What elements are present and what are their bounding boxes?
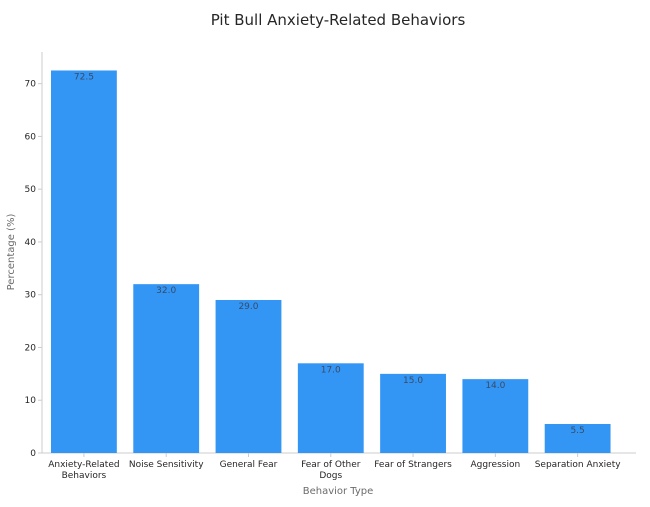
x-tick-label-1: Noise Sensitivity	[129, 460, 204, 470]
data-labels: 72.5 32.0 29.0 17.0 15.0 14.0 5.5	[74, 72, 585, 436]
bar-4	[380, 373, 446, 453]
x-tick-label-5: Aggression	[470, 460, 520, 470]
bar-6	[544, 423, 611, 453]
x-tick-label-0: Anxiety-Related Behaviors	[48, 460, 119, 481]
data-label-4: 15.0	[403, 376, 423, 386]
data-label-6: 5.5	[570, 426, 584, 436]
y-tick-label-0: 0	[30, 449, 36, 459]
bar-0	[51, 70, 117, 453]
y-tick-label-5: 50	[25, 185, 37, 195]
y-tick-label-1: 10	[25, 396, 37, 406]
data-label-3: 17.0	[321, 365, 341, 375]
data-label-0: 72.5	[74, 72, 94, 82]
x-tick-label-3: Fear of Other Dogs	[301, 460, 361, 481]
x-axis-label: Behavior Type	[303, 486, 374, 497]
y-tick-label-4: 40	[25, 238, 37, 248]
y-tick-label-7: 70	[25, 80, 37, 90]
y-tick-label-2: 20	[25, 343, 37, 353]
bar-3	[297, 363, 364, 453]
y-tick-label-3: 30	[25, 291, 37, 301]
bar-5	[462, 379, 529, 453]
data-label-5: 14.0	[485, 381, 505, 391]
data-label-2: 29.0	[238, 302, 258, 312]
y-tick-labels: 0 10 20 30 40 50 60 70	[25, 80, 42, 459]
bar-1	[133, 284, 200, 453]
x-tick-label-6: Separation Anxiety	[535, 460, 622, 470]
bars	[51, 70, 611, 453]
x-tick-labels: Anxiety-Related Behaviors Noise Sensitivit…	[48, 453, 621, 481]
x-tick-label-2: General Fear	[220, 460, 278, 470]
chart-title: Pit Bull Anxiety-Related Behaviors	[211, 11, 466, 29]
y-tick-label-6: 60	[25, 132, 37, 142]
x-tick-label-4: Fear of Strangers	[374, 460, 452, 470]
y-axis-label: Percentage (%)	[6, 214, 17, 291]
data-label-1: 32.0	[156, 286, 176, 296]
bar-2	[215, 299, 282, 453]
